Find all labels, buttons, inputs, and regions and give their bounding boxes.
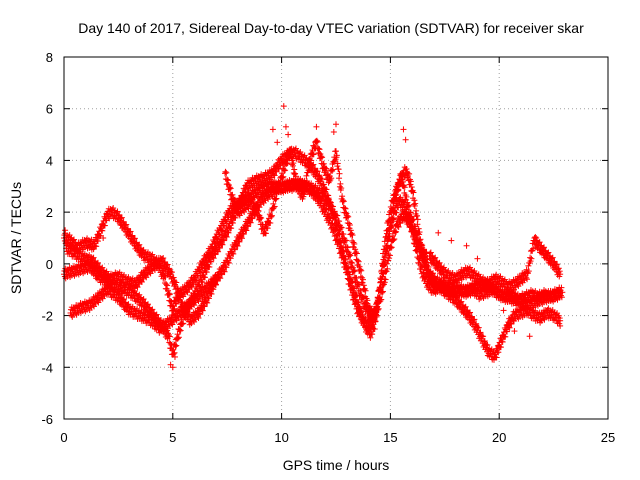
data-point bbox=[220, 222, 227, 229]
data-point bbox=[123, 221, 130, 228]
data-point bbox=[165, 290, 172, 297]
data-point bbox=[463, 242, 470, 249]
data-point bbox=[336, 170, 343, 177]
data-point bbox=[393, 209, 400, 216]
data-point bbox=[413, 207, 420, 214]
data-point bbox=[448, 237, 455, 244]
data-point bbox=[313, 123, 320, 130]
y-tick-label: -2 bbox=[41, 309, 53, 324]
data-point bbox=[99, 227, 106, 234]
data-point bbox=[193, 277, 200, 284]
x-tick-label: 5 bbox=[169, 430, 176, 445]
x-tick-label: 20 bbox=[492, 430, 506, 445]
data-point bbox=[127, 228, 134, 235]
data-point bbox=[333, 121, 339, 128]
data-point bbox=[222, 168, 229, 175]
data-point bbox=[435, 229, 442, 236]
y-axis-label: SDTVAR / TECUs bbox=[8, 182, 24, 294]
data-point bbox=[474, 255, 481, 262]
data-point bbox=[114, 208, 121, 215]
data-point bbox=[166, 291, 173, 298]
data-point bbox=[280, 103, 287, 110]
data-point bbox=[131, 235, 138, 242]
data-point bbox=[184, 289, 191, 296]
x-tick-label: 25 bbox=[601, 430, 615, 445]
data-point bbox=[526, 333, 533, 340]
data-point bbox=[101, 222, 108, 229]
data-point bbox=[282, 123, 289, 130]
y-tick-label: 4 bbox=[46, 153, 53, 168]
y-tick-label: 6 bbox=[46, 102, 53, 117]
data-point bbox=[323, 206, 330, 213]
data-point bbox=[269, 126, 276, 133]
x-tick-label: 15 bbox=[383, 430, 397, 445]
data-point bbox=[164, 282, 171, 289]
y-tick-label: 2 bbox=[46, 205, 53, 220]
y-tick-label: 0 bbox=[46, 257, 53, 272]
data-point bbox=[292, 170, 299, 177]
data-point bbox=[223, 169, 230, 176]
x-tick-label: 10 bbox=[274, 430, 288, 445]
data-point bbox=[168, 298, 175, 305]
x-axis-label: GPS time / hours bbox=[283, 457, 390, 473]
data-point bbox=[124, 225, 131, 232]
data-point bbox=[116, 211, 123, 218]
data-point bbox=[335, 166, 342, 173]
y-tick-label: 8 bbox=[46, 50, 53, 65]
data-point bbox=[500, 307, 507, 314]
data-point bbox=[136, 241, 143, 248]
data-point bbox=[285, 131, 292, 138]
data-point bbox=[400, 126, 407, 133]
data-point bbox=[118, 214, 125, 221]
y-tick-label: -4 bbox=[41, 360, 53, 375]
data-point bbox=[274, 139, 281, 146]
data-point bbox=[197, 268, 204, 275]
data-point bbox=[94, 238, 101, 245]
data-point bbox=[173, 300, 180, 307]
data-point bbox=[198, 264, 205, 271]
data-point bbox=[172, 300, 179, 307]
points-layer bbox=[61, 103, 566, 371]
data-point bbox=[131, 236, 138, 243]
data-point bbox=[339, 197, 346, 204]
data-point bbox=[126, 229, 133, 236]
data-point bbox=[337, 180, 344, 187]
data-point bbox=[219, 227, 226, 234]
chart-title: Day 140 of 2017, Sidereal Day-to-day VTE… bbox=[78, 20, 584, 36]
data-point bbox=[93, 243, 100, 250]
data-point bbox=[71, 236, 78, 243]
ticks-layer: 0 5 10 15 20 25 -6 -4 -2 0 2 4 6 8 bbox=[41, 50, 615, 445]
data-point bbox=[325, 211, 332, 218]
data-point bbox=[402, 136, 409, 143]
x-tick-label: 0 bbox=[60, 430, 67, 445]
y-tick-label: -6 bbox=[41, 412, 53, 427]
data-point bbox=[330, 128, 337, 135]
data-point bbox=[511, 328, 518, 335]
data-point bbox=[223, 218, 230, 225]
data-point bbox=[120, 218, 127, 225]
data-point bbox=[129, 232, 136, 239]
data-point bbox=[333, 148, 339, 155]
data-point bbox=[118, 215, 125, 222]
